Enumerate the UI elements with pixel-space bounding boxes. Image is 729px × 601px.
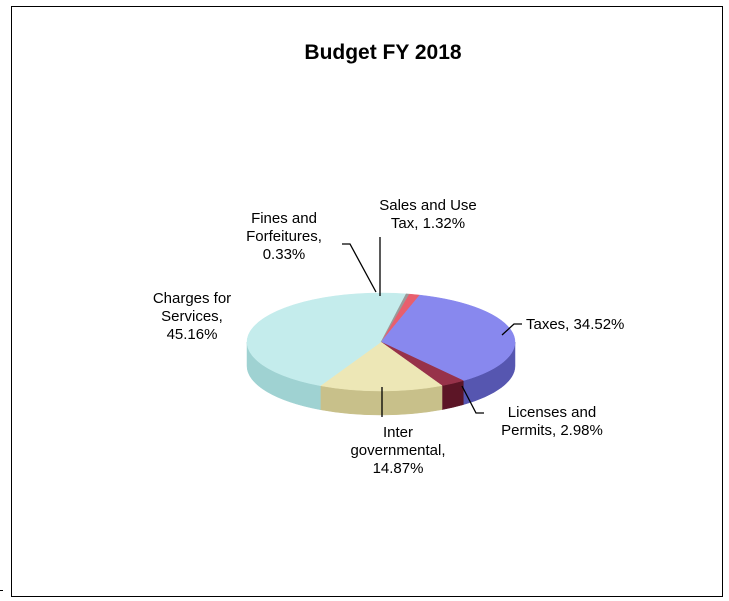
label-leader-lines [342,237,522,417]
data-label-fines-and-forfeitures: Fines and Forfeitures, 0.33% [246,210,322,263]
chart-title: Budget FY 2018 [304,41,461,64]
edge-mark [0,590,3,591]
data-labels: Sales and Use Tax, 1.32% Taxes, 34.52% Lice… [153,197,625,477]
data-label-charges-for-services: Charges for Services, 45.16% [153,290,231,343]
pie-chart: Budget FY 2018 Sales and Use Tax, 1.32% Ta… [153,41,625,477]
pie-tops [246,292,516,392]
leader-line-fines-and-forfeitures [342,243,377,293]
data-label-licenses-and-permits: Licenses and Permits, 2.98% [501,404,603,439]
chart-area: Budget FY 2018 Sales and Use Tax, 1.32% Ta… [11,6,723,597]
data-label-sales-and-use-tax: Sales and Use Tax, 1.32% [379,197,477,232]
leader-line-licenses-and-permits [461,385,484,414]
pie-slice-charges-for-services [246,292,407,386]
pie-slice-fines-and-forfeitures [380,293,410,343]
pie-slice-taxes [380,294,516,381]
leader-line-taxes [501,323,522,336]
data-label-taxes: Taxes, 34.52% [526,316,624,333]
pie-slice-inter-governmental [319,341,443,392]
data-label-inter-governmental: Inter governmental, 14.87% [350,424,445,477]
